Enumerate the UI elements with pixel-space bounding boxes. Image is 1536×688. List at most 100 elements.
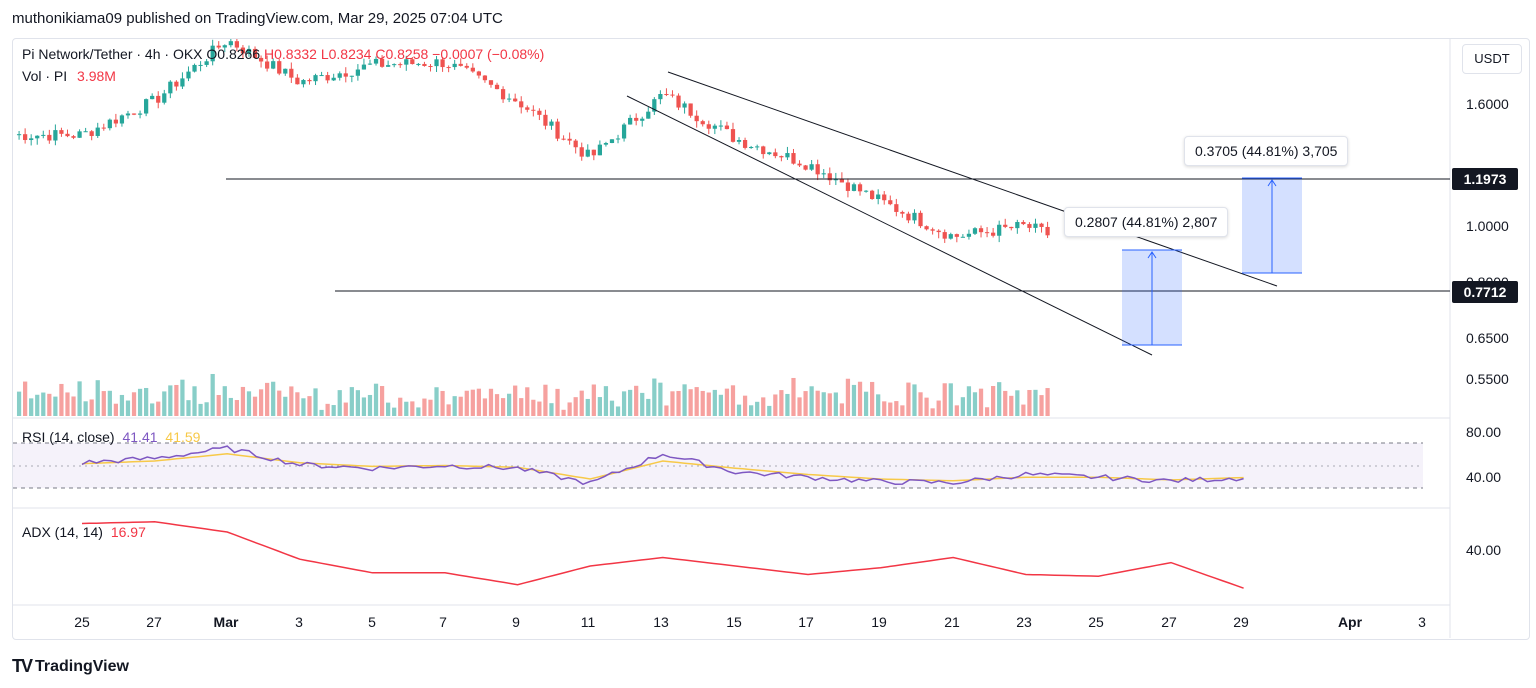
channel-lower-line[interactable] xyxy=(626,95,1153,356)
candle-body xyxy=(573,140,578,148)
candle-body xyxy=(240,47,246,54)
adx-label[interactable]: ADX (14, 14) xyxy=(22,524,103,540)
volume-bar xyxy=(494,394,500,416)
time-tick: 5 xyxy=(368,614,376,630)
time-tick: 27 xyxy=(1161,614,1177,630)
price-tag-high[interactable]: 1.1973 xyxy=(1452,168,1518,190)
candle-body xyxy=(283,68,288,74)
candle-body xyxy=(488,80,494,85)
volume-bar xyxy=(422,398,427,416)
volume-bar xyxy=(555,388,560,416)
volume-bar xyxy=(761,397,766,416)
candle-body xyxy=(507,98,512,100)
candle-body xyxy=(906,213,911,221)
volume-bar xyxy=(888,402,893,416)
candle-body xyxy=(567,138,572,141)
candle-body xyxy=(410,59,415,65)
rsi-label[interactable]: RSI (14, close) xyxy=(22,429,115,445)
candle-body xyxy=(851,184,857,191)
volume-bar xyxy=(410,401,415,416)
candle-body xyxy=(47,134,52,141)
volume-value: 3.98M xyxy=(77,68,116,84)
volume-bar xyxy=(712,389,717,416)
candle-body xyxy=(434,59,439,67)
candle-body xyxy=(815,164,820,175)
candle-body xyxy=(525,107,530,110)
candle-body xyxy=(252,48,258,58)
volume-bar xyxy=(1033,389,1038,416)
time-tick: 13 xyxy=(653,614,669,630)
candle-body xyxy=(652,99,657,112)
volume-bar xyxy=(936,400,941,416)
candle-body xyxy=(373,58,379,64)
candle-body xyxy=(386,65,391,67)
candle-body xyxy=(870,190,875,200)
volume-bar xyxy=(198,403,203,416)
volume-bar xyxy=(706,392,711,416)
candle-body xyxy=(694,115,699,122)
candle-body xyxy=(1039,223,1044,227)
volume-bar xyxy=(997,382,1002,416)
candle-body xyxy=(228,41,233,46)
candle-body xyxy=(440,59,445,68)
volume-bar xyxy=(870,381,875,416)
candle-body xyxy=(845,182,851,191)
volume-bar xyxy=(137,388,143,416)
volume-bar xyxy=(107,390,112,416)
candle-body xyxy=(930,229,935,231)
adx-legend: ADX (14, 14) 16.97 xyxy=(22,524,146,540)
measure-label-2[interactable]: 0.3705 (44.81%) 3,705 xyxy=(1184,136,1349,166)
currency-button[interactable]: USDT xyxy=(1462,44,1522,74)
volume-bar xyxy=(343,402,348,416)
symbol-label[interactable]: Pi Network/Tether · 4h · OKX xyxy=(22,46,203,62)
candle-body xyxy=(791,153,796,164)
tradingview-logo-icon: TV xyxy=(12,656,33,676)
time-tick: 3 xyxy=(1418,614,1426,630)
candle-body xyxy=(452,63,457,68)
volume-bar xyxy=(386,402,391,416)
volume-bars xyxy=(16,373,1050,416)
candle-body xyxy=(954,234,959,237)
ohlc-low: L0.8234 xyxy=(320,46,372,62)
candle-body xyxy=(942,232,947,239)
time-tick: 19 xyxy=(871,614,887,630)
volume-bar xyxy=(700,390,705,416)
volume-bar xyxy=(561,409,566,416)
volume-bar xyxy=(519,398,524,416)
volume-label[interactable]: Vol · PI xyxy=(22,68,68,84)
volume-bar xyxy=(839,403,844,416)
candle-body xyxy=(186,71,191,79)
candle-body xyxy=(107,119,112,129)
candle-body xyxy=(355,69,360,76)
volume-bar xyxy=(1045,388,1050,416)
volume-bar xyxy=(579,390,584,416)
publisher-line: muthonikiama09 published on TradingView.… xyxy=(12,10,503,27)
volume-bar xyxy=(168,385,173,416)
volume-bar xyxy=(882,401,887,416)
adx-tick: 40.00 xyxy=(1466,542,1502,558)
candle-body xyxy=(113,119,118,124)
volume-bar xyxy=(525,387,530,416)
candle-body xyxy=(83,131,88,133)
volume-bar xyxy=(470,389,475,416)
volume-bar xyxy=(537,401,542,416)
volume-bar xyxy=(809,386,814,416)
volume-legend: Vol · PI 3.98M xyxy=(22,68,116,84)
volume-bar xyxy=(325,403,330,416)
time-tick: 23 xyxy=(1016,614,1032,630)
volume-bar xyxy=(482,398,488,416)
candle-body xyxy=(646,111,651,119)
candle-body xyxy=(779,156,784,158)
candle-body xyxy=(761,146,766,155)
tradingview-logo[interactable]: TV TradingView xyxy=(12,656,129,677)
candle-body xyxy=(131,113,137,115)
volume-bar xyxy=(283,396,288,416)
volume-bar xyxy=(349,387,354,416)
volume-bar xyxy=(53,396,58,416)
volume-bar xyxy=(192,386,197,416)
volume-bar xyxy=(821,392,826,416)
candle-body xyxy=(337,73,342,78)
price-tag-low[interactable]: 0.7712 xyxy=(1452,281,1518,303)
measure-label-1[interactable]: 0.2807 (44.81%) 2,807 xyxy=(1064,207,1229,237)
